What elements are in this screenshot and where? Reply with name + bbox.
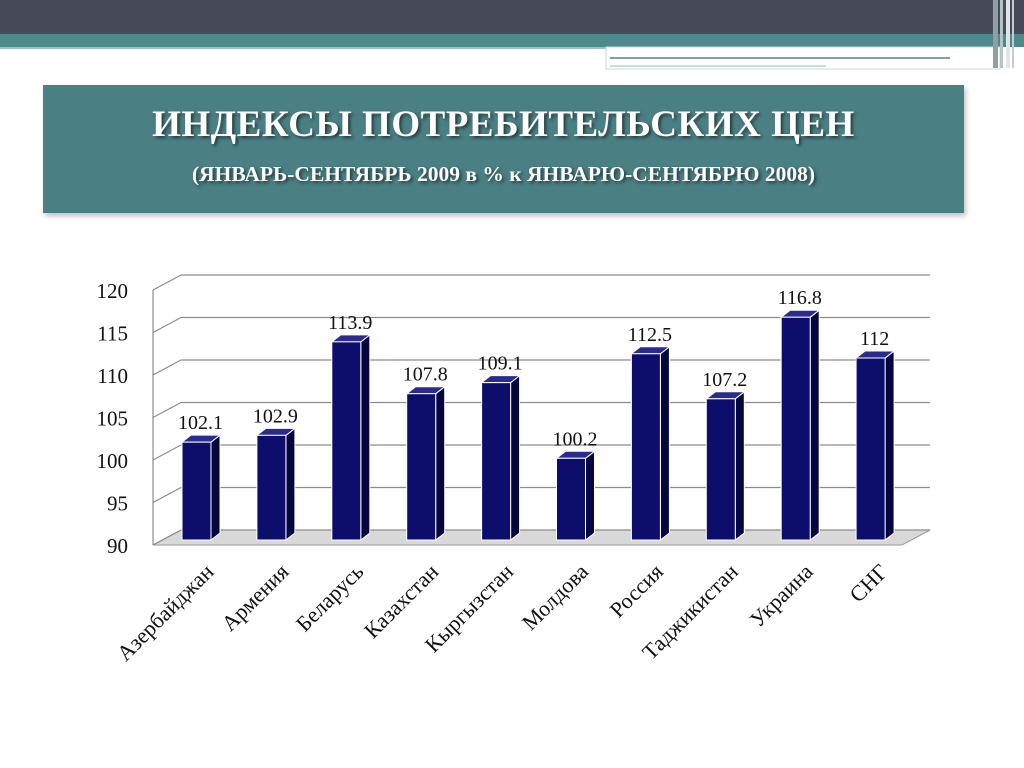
decorative-lines — [0, 0, 1014, 70]
gridline-diag — [152, 529, 182, 546]
gridline-diag — [152, 274, 182, 291]
bar — [481, 382, 512, 541]
gridline-diag — [152, 486, 182, 504]
category-label: Украина — [745, 559, 818, 632]
bar — [406, 393, 437, 541]
value-label: 107.8 — [403, 364, 448, 386]
bar-side — [210, 434, 221, 542]
bar-side — [809, 309, 820, 542]
bar-side — [884, 349, 895, 542]
category-label: Молдова — [517, 559, 593, 635]
category-label: Россия — [605, 559, 668, 622]
title-box: ИНДЕКСЫ ПОТРЕБИТЕЛЬСКИХ ЦЕН (ЯНВАРЬ-СЕНТ… — [43, 85, 964, 213]
y-tick-label: 90 — [107, 534, 128, 558]
gridline-diag — [152, 444, 182, 461]
y-tick-label: 120 — [97, 279, 129, 303]
bar — [630, 353, 661, 541]
bar-side — [285, 427, 296, 542]
y-tick-label: 115 — [97, 322, 128, 346]
value-label: 112 — [860, 328, 889, 350]
slide-subtitle: (ЯНВАРЬ-СЕНТЯБРЬ 2009 в % к ЯНВАРЮ-СЕНТЯ… — [192, 162, 815, 186]
value-label: 107.2 — [702, 369, 747, 391]
value-label: 100.2 — [553, 428, 598, 450]
value-label: 109.1 — [478, 353, 523, 375]
y-tick-label: 100 — [97, 449, 129, 473]
top-dark-bar — [0, 0, 1024, 34]
bar — [256, 434, 287, 541]
gridline-diag — [152, 359, 182, 376]
bar-side — [734, 390, 745, 542]
bar — [780, 316, 811, 541]
bar-side — [360, 333, 371, 542]
category-label: Армения — [216, 559, 293, 636]
value-label: 112.5 — [628, 324, 672, 346]
bar-side — [659, 345, 670, 542]
value-label: 102.9 — [253, 405, 298, 427]
y-tick-label: 110 — [97, 364, 128, 388]
value-label: 116.8 — [778, 287, 822, 309]
bar — [181, 441, 212, 541]
gridline-diag — [152, 401, 182, 419]
teal-stripe — [0, 34, 1024, 47]
category-label: Азербайджан — [112, 559, 219, 666]
category-label: Беларусь — [291, 559, 369, 637]
category-label: СНГ — [844, 559, 892, 607]
slide-title: ИНДЕКСЫ ПОТРЕБИТЕЛЬСКИХ ЦЕН — [152, 104, 855, 145]
bar — [556, 457, 586, 541]
bar — [855, 357, 886, 541]
gridline-diag — [152, 316, 182, 334]
y-tick-label: 95 — [107, 492, 128, 516]
value-label: 113.9 — [328, 312, 372, 334]
y-tick-label: 105 — [97, 407, 129, 431]
value-label: 102.1 — [178, 412, 223, 434]
bar-side — [435, 385, 446, 542]
bar — [331, 341, 362, 541]
bar-side — [585, 450, 595, 542]
bar — [705, 398, 736, 541]
bar-side — [510, 374, 521, 542]
